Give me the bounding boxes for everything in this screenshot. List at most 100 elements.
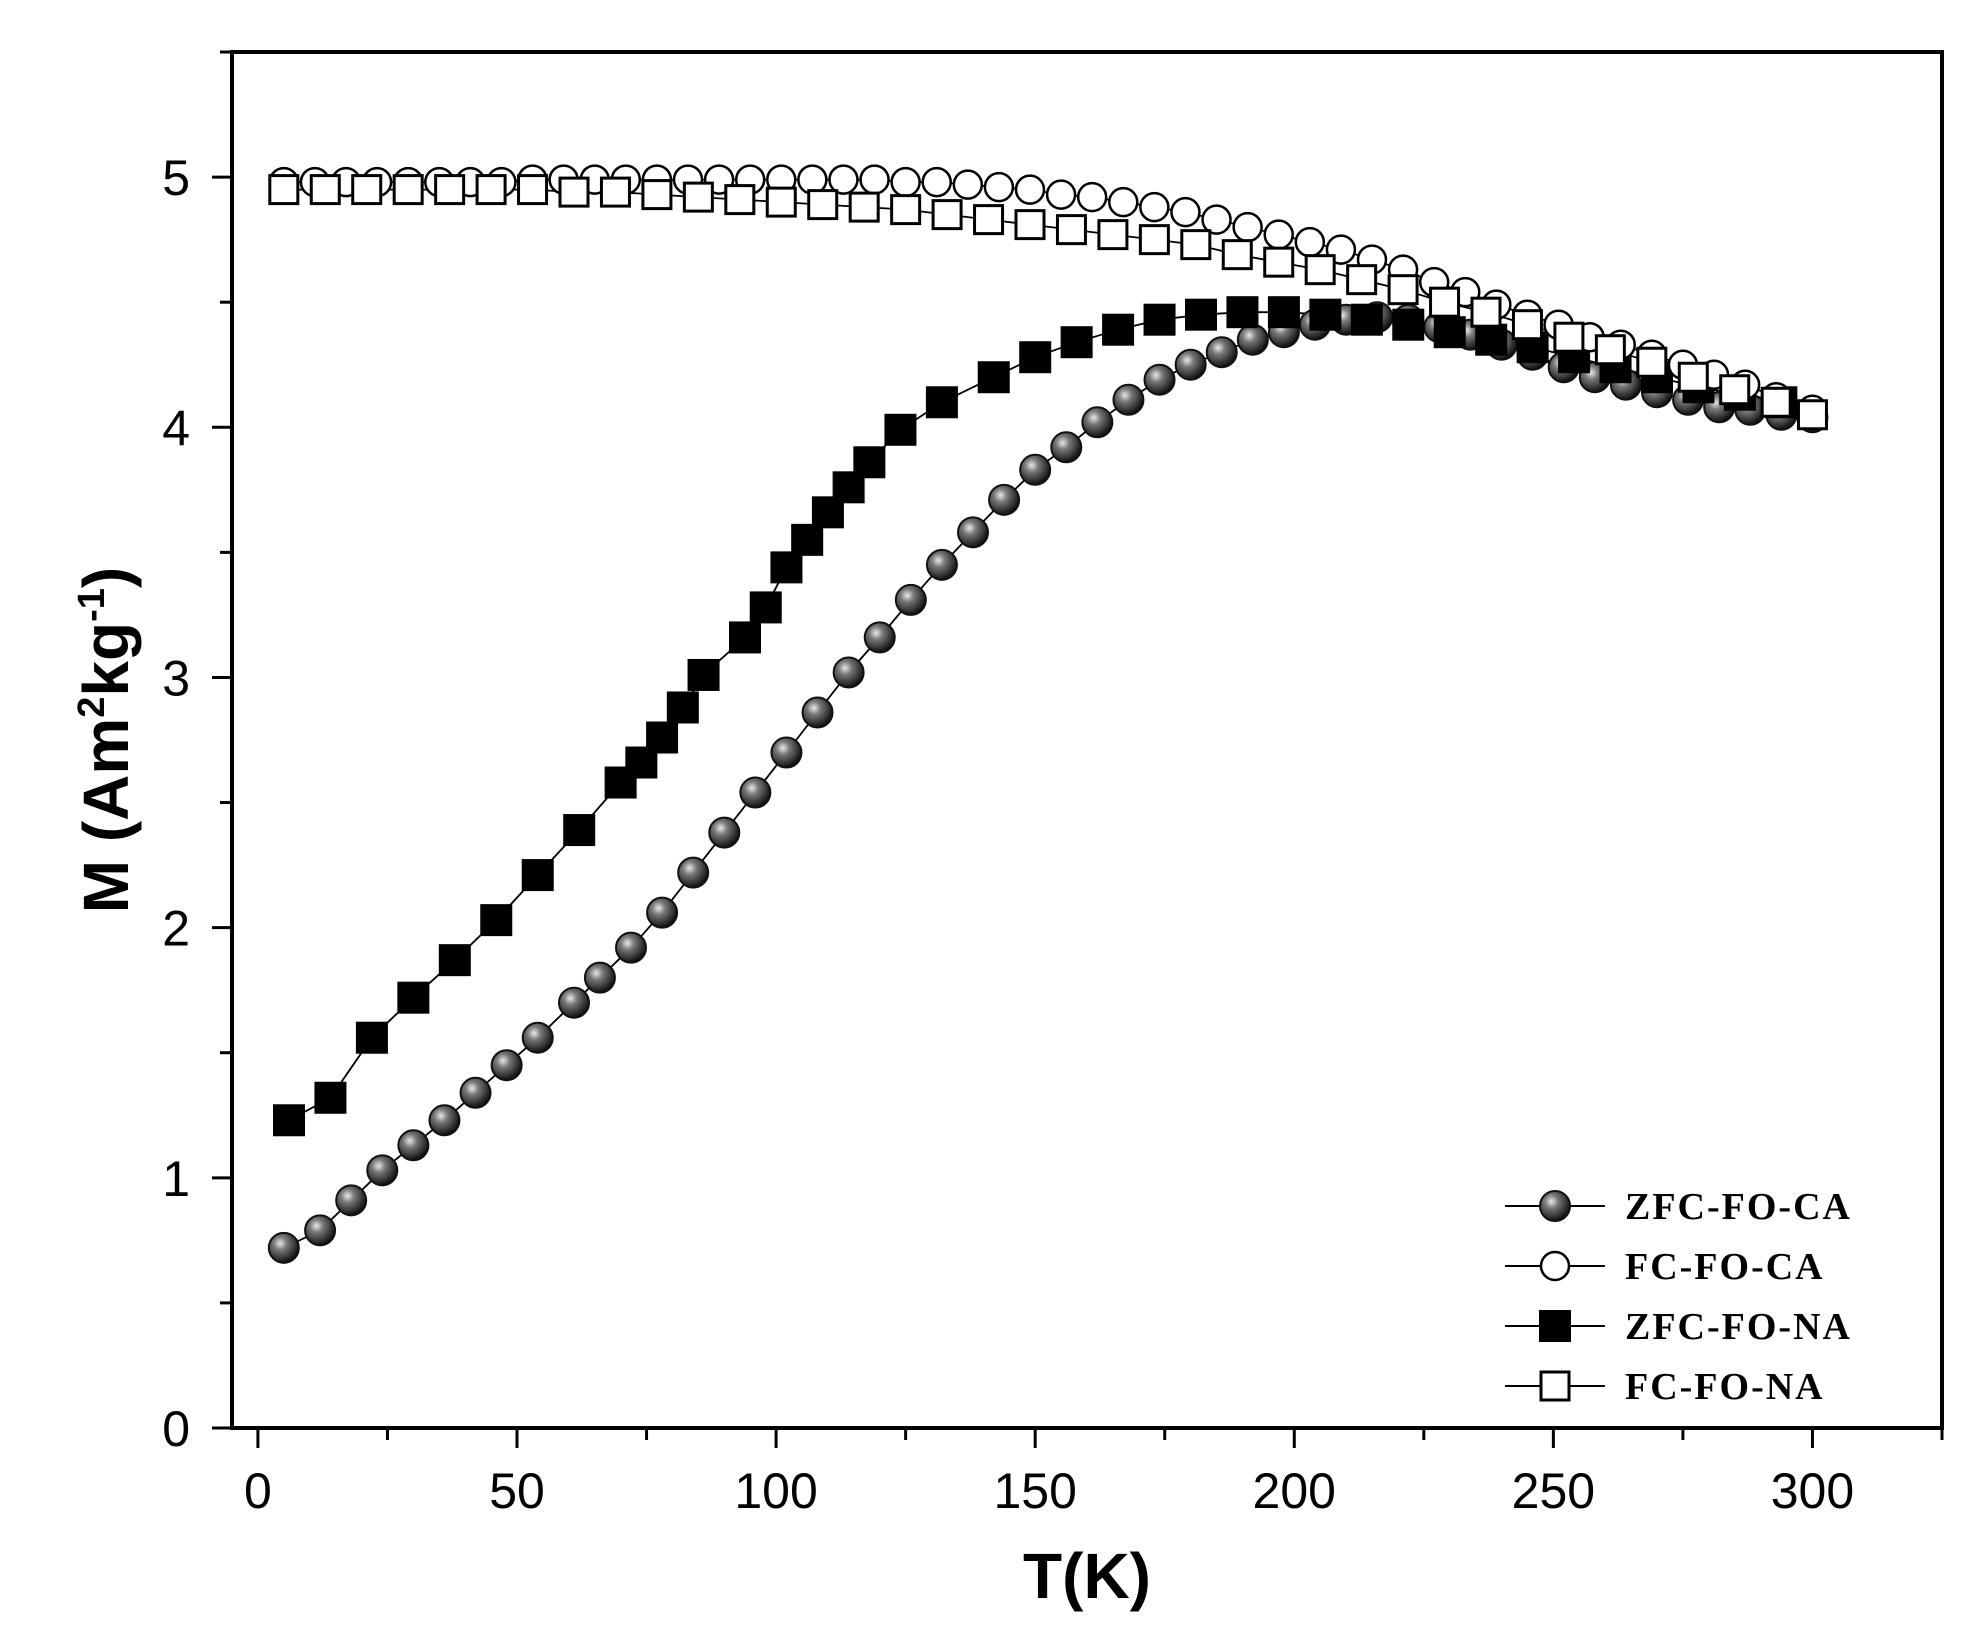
series-markers-fc-fo-na (268, 174, 1828, 431)
data-point (558, 176, 590, 208)
legend: ZFC-FO-CA FC-FO-CA ZFC-FO-NA FC-FO-NA (1505, 1186, 1852, 1408)
data-point (952, 169, 984, 200)
data-point (366, 1154, 399, 1187)
data-point (1055, 214, 1087, 246)
data-point (729, 621, 761, 654)
data-point (925, 386, 958, 419)
data-point (859, 164, 890, 195)
data-point (1429, 286, 1461, 318)
series-markers-zfc-fo-ca (267, 301, 1829, 1264)
data-point (434, 174, 466, 206)
data-point (770, 736, 803, 769)
x-axis-title: T(K) (1023, 1540, 1151, 1612)
data-point (335, 1184, 368, 1217)
series-line-zfc-fo-ca (283, 316, 1813, 1249)
data-point (1102, 313, 1135, 346)
data-point (1392, 308, 1425, 341)
data-point (1174, 348, 1207, 381)
series-markers-zfc-fo-na (273, 296, 1798, 1137)
data-point (1076, 181, 1108, 213)
legend-marker (1539, 1370, 1571, 1402)
data-point (1796, 399, 1828, 431)
data-point (1475, 323, 1508, 356)
data-point (1760, 386, 1792, 418)
data-point (931, 199, 963, 231)
data-point (863, 621, 896, 654)
data-point (988, 483, 1021, 516)
data-point (1309, 298, 1342, 331)
data-point (749, 591, 782, 624)
data-point (682, 181, 714, 213)
data-point (801, 696, 834, 729)
legend-entry: ZFC-FO-NA (1505, 1306, 1850, 1348)
data-point (890, 194, 922, 226)
series-line-zfc-fo-na (288, 311, 1782, 1122)
y-tick-label: 1 (162, 1151, 190, 1207)
data-point (1143, 303, 1176, 336)
data-point (1097, 219, 1129, 251)
legend-marker (1539, 1250, 1571, 1282)
data-point (724, 184, 756, 216)
data-point (687, 658, 720, 691)
data-point (1185, 298, 1217, 331)
data-point (890, 166, 921, 198)
data-point (973, 204, 1005, 236)
data-point (925, 548, 958, 581)
x-tick-label: 0 (244, 1463, 272, 1519)
data-point (1719, 374, 1751, 406)
x-tick-label: 300 (1771, 1463, 1854, 1519)
x-tick-label: 150 (993, 1463, 1076, 1519)
data-point (309, 174, 341, 206)
y-tick-label: 4 (162, 400, 190, 456)
data-point (490, 1049, 523, 1082)
data-point (615, 931, 647, 964)
data-point (1267, 296, 1300, 329)
data-point (1014, 209, 1046, 241)
data-point (1232, 211, 1263, 243)
data-point (314, 1081, 347, 1114)
legend-entry: FC-FO-CA (1505, 1246, 1825, 1288)
data-point (708, 816, 741, 849)
x-tick-label: 250 (1512, 1463, 1595, 1519)
data-point (1511, 309, 1543, 341)
y-tick-label: 2 (162, 901, 190, 957)
data-point (428, 1104, 461, 1137)
data-point (599, 176, 631, 208)
data-point (304, 1214, 337, 1247)
data-point (268, 174, 300, 206)
data-point (853, 446, 886, 479)
data-point (1139, 191, 1170, 223)
data-point (646, 896, 679, 929)
data-point (765, 186, 797, 218)
legend-label: FC-FO-NA (1625, 1366, 1825, 1408)
legend-marker (1539, 1190, 1571, 1222)
data-point (558, 986, 590, 1019)
data-point (807, 189, 839, 221)
data-point (1138, 224, 1170, 256)
data-point (1170, 196, 1201, 228)
data-point (1143, 363, 1176, 396)
data-point (397, 1129, 430, 1162)
legend-marker (1539, 1310, 1571, 1342)
data-point (1294, 226, 1326, 258)
data-point (475, 174, 507, 206)
data-point (646, 721, 679, 754)
data-point (267, 1231, 300, 1264)
data-point (770, 551, 803, 584)
legend-label: FC-FO-CA (1625, 1246, 1825, 1288)
data-point (1433, 316, 1466, 349)
x-tick-label: 100 (734, 1463, 817, 1519)
data-point (521, 1021, 554, 1054)
data-point (1112, 383, 1145, 416)
data-point (1350, 303, 1383, 336)
data-point (459, 1076, 492, 1109)
data-point (977, 361, 1010, 394)
axis-ticks: 0 50 100 150 200 250 300 0 1 2 3 4 5 (162, 50, 1944, 1519)
y-tick-label: 5 (162, 150, 190, 206)
data-point (1221, 239, 1253, 271)
legend-label: ZFC-FO-CA (1625, 1186, 1852, 1228)
data-point (957, 516, 989, 549)
data-point (1201, 204, 1232, 235)
